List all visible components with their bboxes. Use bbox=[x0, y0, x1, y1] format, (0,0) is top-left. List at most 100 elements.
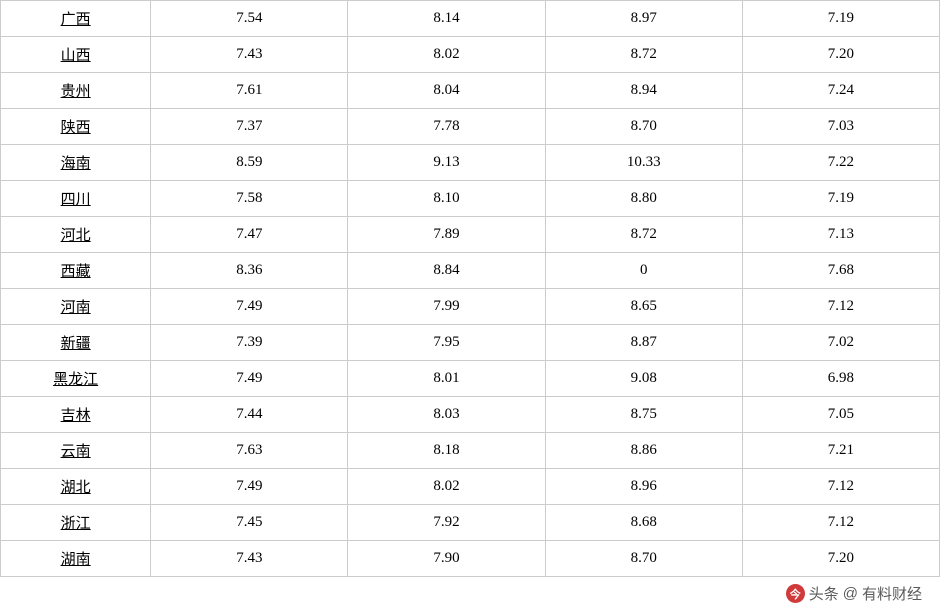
table-row: 浙江7.457.928.687.12 bbox=[1, 505, 940, 541]
value-cell: 7.49 bbox=[151, 469, 348, 505]
value-cell: 8.14 bbox=[348, 1, 545, 37]
table-row: 西藏8.368.8407.68 bbox=[1, 253, 940, 289]
table-row: 新疆7.397.958.877.02 bbox=[1, 325, 940, 361]
table-row: 黑龙江7.498.019.086.98 bbox=[1, 361, 940, 397]
region-cell: 河北 bbox=[1, 217, 151, 253]
value-cell: 7.02 bbox=[742, 325, 939, 361]
value-cell: 7.63 bbox=[151, 433, 348, 469]
region-cell: 西藏 bbox=[1, 253, 151, 289]
table-row: 广西7.548.148.977.19 bbox=[1, 1, 940, 37]
watermark-prefix: 头条 bbox=[809, 583, 839, 604]
value-cell: 8.59 bbox=[151, 145, 348, 181]
value-cell: 7.12 bbox=[742, 505, 939, 541]
toutiao-icon: 今 bbox=[786, 584, 805, 603]
region-cell: 山西 bbox=[1, 37, 151, 73]
table-row: 云南7.638.188.867.21 bbox=[1, 433, 940, 469]
value-cell: 7.89 bbox=[348, 217, 545, 253]
region-cell: 广西 bbox=[1, 1, 151, 37]
region-cell: 四川 bbox=[1, 181, 151, 217]
table-row: 贵州7.618.048.947.24 bbox=[1, 73, 940, 109]
value-cell: 8.02 bbox=[348, 469, 545, 505]
value-cell: 8.18 bbox=[348, 433, 545, 469]
value-cell: 8.94 bbox=[545, 73, 742, 109]
value-cell: 8.70 bbox=[545, 109, 742, 145]
region-cell: 新疆 bbox=[1, 325, 151, 361]
value-cell: 8.75 bbox=[545, 397, 742, 433]
region-cell: 湖南 bbox=[1, 541, 151, 577]
value-cell: 7.44 bbox=[151, 397, 348, 433]
value-cell: 9.13 bbox=[348, 145, 545, 181]
value-cell: 7.20 bbox=[742, 37, 939, 73]
value-cell: 7.37 bbox=[151, 109, 348, 145]
value-cell: 8.68 bbox=[545, 505, 742, 541]
value-cell: 7.49 bbox=[151, 289, 348, 325]
value-cell: 7.54 bbox=[151, 1, 348, 37]
data-table: 广西7.548.148.977.19山西7.438.028.727.20贵州7.… bbox=[0, 0, 940, 577]
value-cell: 7.19 bbox=[742, 181, 939, 217]
value-cell: 8.97 bbox=[545, 1, 742, 37]
region-cell: 云南 bbox=[1, 433, 151, 469]
value-cell: 7.61 bbox=[151, 73, 348, 109]
value-cell: 7.43 bbox=[151, 37, 348, 73]
value-cell: 7.21 bbox=[742, 433, 939, 469]
value-cell: 8.84 bbox=[348, 253, 545, 289]
value-cell: 7.49 bbox=[151, 361, 348, 397]
value-cell: 7.90 bbox=[348, 541, 545, 577]
value-cell: 7.47 bbox=[151, 217, 348, 253]
table-row: 四川7.588.108.807.19 bbox=[1, 181, 940, 217]
value-cell: 8.02 bbox=[348, 37, 545, 73]
table-row: 陕西7.377.788.707.03 bbox=[1, 109, 940, 145]
region-cell: 浙江 bbox=[1, 505, 151, 541]
value-cell: 7.13 bbox=[742, 217, 939, 253]
region-cell: 贵州 bbox=[1, 73, 151, 109]
value-cell: 7.92 bbox=[348, 505, 545, 541]
value-cell: 7.95 bbox=[348, 325, 545, 361]
value-cell: 7.03 bbox=[742, 109, 939, 145]
table-row: 河南7.497.998.657.12 bbox=[1, 289, 940, 325]
value-cell: 7.58 bbox=[151, 181, 348, 217]
value-cell: 7.12 bbox=[742, 469, 939, 505]
watermark-at: @ bbox=[843, 585, 858, 602]
value-cell: 8.80 bbox=[545, 181, 742, 217]
value-cell: 10.33 bbox=[545, 145, 742, 181]
value-cell: 8.36 bbox=[151, 253, 348, 289]
table-row: 河北7.477.898.727.13 bbox=[1, 217, 940, 253]
value-cell: 7.99 bbox=[348, 289, 545, 325]
value-cell: 9.08 bbox=[545, 361, 742, 397]
table-row: 吉林7.448.038.757.05 bbox=[1, 397, 940, 433]
value-cell: 8.04 bbox=[348, 73, 545, 109]
watermark-account: 有料财经 bbox=[862, 583, 922, 604]
value-cell: 7.68 bbox=[742, 253, 939, 289]
region-cell: 海南 bbox=[1, 145, 151, 181]
table-row: 海南8.599.1310.337.22 bbox=[1, 145, 940, 181]
value-cell: 8.01 bbox=[348, 361, 545, 397]
table-row: 山西7.438.028.727.20 bbox=[1, 37, 940, 73]
value-cell: 8.10 bbox=[348, 181, 545, 217]
value-cell: 7.05 bbox=[742, 397, 939, 433]
table-row: 湖北7.498.028.967.12 bbox=[1, 469, 940, 505]
value-cell: 7.19 bbox=[742, 1, 939, 37]
value-cell: 8.72 bbox=[545, 217, 742, 253]
value-cell: 0 bbox=[545, 253, 742, 289]
value-cell: 8.70 bbox=[545, 541, 742, 577]
watermark: 今 头条 @ 有料财经 bbox=[786, 583, 922, 604]
value-cell: 8.72 bbox=[545, 37, 742, 73]
region-cell: 吉林 bbox=[1, 397, 151, 433]
value-cell: 8.86 bbox=[545, 433, 742, 469]
region-cell: 黑龙江 bbox=[1, 361, 151, 397]
value-cell: 8.03 bbox=[348, 397, 545, 433]
value-cell: 7.78 bbox=[348, 109, 545, 145]
region-cell: 河南 bbox=[1, 289, 151, 325]
table-row: 湖南7.437.908.707.20 bbox=[1, 541, 940, 577]
value-cell: 7.22 bbox=[742, 145, 939, 181]
value-cell: 8.65 bbox=[545, 289, 742, 325]
value-cell: 8.96 bbox=[545, 469, 742, 505]
value-cell: 7.45 bbox=[151, 505, 348, 541]
value-cell: 6.98 bbox=[742, 361, 939, 397]
region-cell: 陕西 bbox=[1, 109, 151, 145]
value-cell: 7.20 bbox=[742, 541, 939, 577]
value-cell: 7.43 bbox=[151, 541, 348, 577]
region-cell: 湖北 bbox=[1, 469, 151, 505]
value-cell: 8.87 bbox=[545, 325, 742, 361]
value-cell: 7.39 bbox=[151, 325, 348, 361]
